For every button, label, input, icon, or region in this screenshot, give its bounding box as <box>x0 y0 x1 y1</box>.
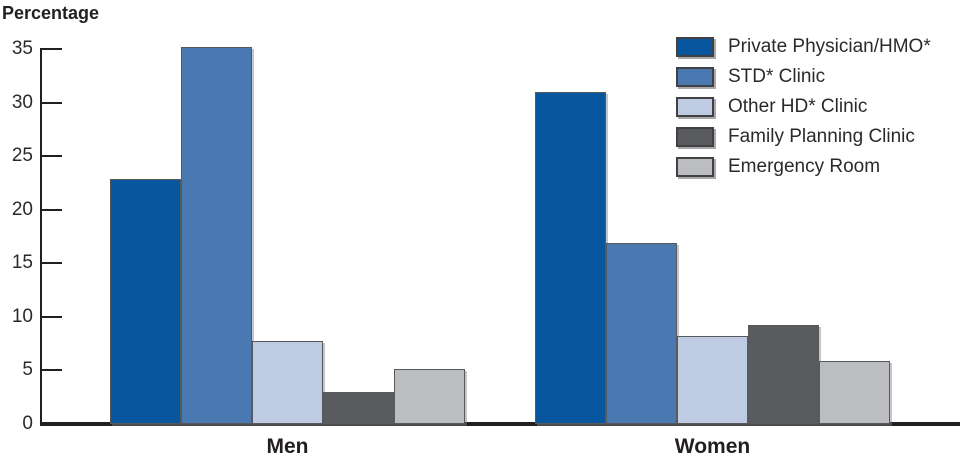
bar-women-std-clinic <box>606 243 677 424</box>
y-tick-label-0: 0 <box>22 413 33 434</box>
y-tick-line-10 <box>40 315 62 318</box>
bar-women-emergency-room <box>819 361 890 424</box>
bar-men-private-physician-hmo <box>110 179 181 424</box>
legend-swatch-private-physician-hmo <box>676 37 714 57</box>
y-axis-title: Percentage <box>2 3 100 23</box>
legend-label-emergency-room: Emergency Room <box>728 156 881 177</box>
y-tick-line-25 <box>40 155 62 158</box>
bar-men-std-clinic <box>181 47 252 424</box>
y-tick-line-30 <box>40 101 62 104</box>
bar-men-emergency-room <box>394 369 465 424</box>
category-label-women: Women <box>674 435 751 458</box>
legend-row-family-planning-clinic: Family Planning Clinic <box>676 126 931 147</box>
y-tick-line-5 <box>40 369 62 372</box>
bar-men-family-planning-clinic <box>323 392 394 424</box>
y-tick-label-20: 20 <box>11 198 33 220</box>
bar-men-other-hd-clinic <box>252 341 323 424</box>
y-tick-line-35 <box>40 48 62 50</box>
legend-swatch-other-hd-clinic <box>676 97 714 117</box>
y-tick-label-10: 10 <box>11 305 33 327</box>
legend-row-std-clinic: STD* Clinic <box>676 66 931 87</box>
legend-label-other-hd-clinic: Other HD* Clinic <box>728 96 868 117</box>
legend-label-std-clinic: STD* Clinic <box>728 66 826 87</box>
bar-women-private-physician-hmo <box>535 92 606 424</box>
legend-row-private-physician-hmo: Private Physician/HMO* <box>676 36 931 57</box>
legend-label-private-physician-hmo: Private Physician/HMO* <box>728 36 931 57</box>
legend-swatch-emergency-room <box>676 157 714 177</box>
y-tick-line-15 <box>40 262 62 265</box>
legend-label-family-planning-clinic: Family Planning Clinic <box>728 126 915 147</box>
category-label-men: Men <box>266 435 309 458</box>
y-tick-label-5: 5 <box>22 359 33 381</box>
y-tick-label-15: 15 <box>11 252 33 274</box>
x-axis-line <box>40 422 960 426</box>
y-tick-line-20 <box>40 208 62 211</box>
bar-women-other-hd-clinic <box>677 336 748 424</box>
legend-row-other-hd-clinic: Other HD* Clinic <box>676 96 931 117</box>
y-tick-label-30: 30 <box>11 91 33 113</box>
legend-swatch-family-planning-clinic <box>676 127 714 147</box>
y-axis-line <box>40 48 42 426</box>
legend-row-emergency-room: Emergency Room <box>676 156 931 177</box>
y-tick-label-35: 35 <box>11 38 33 59</box>
legend: Private Physician/HMO* STD* Clinic Other H… <box>676 36 931 187</box>
bar-women-family-planning-clinic <box>748 325 819 424</box>
y-tick-label-25: 25 <box>11 145 33 167</box>
legend-swatch-std-clinic <box>676 67 714 87</box>
